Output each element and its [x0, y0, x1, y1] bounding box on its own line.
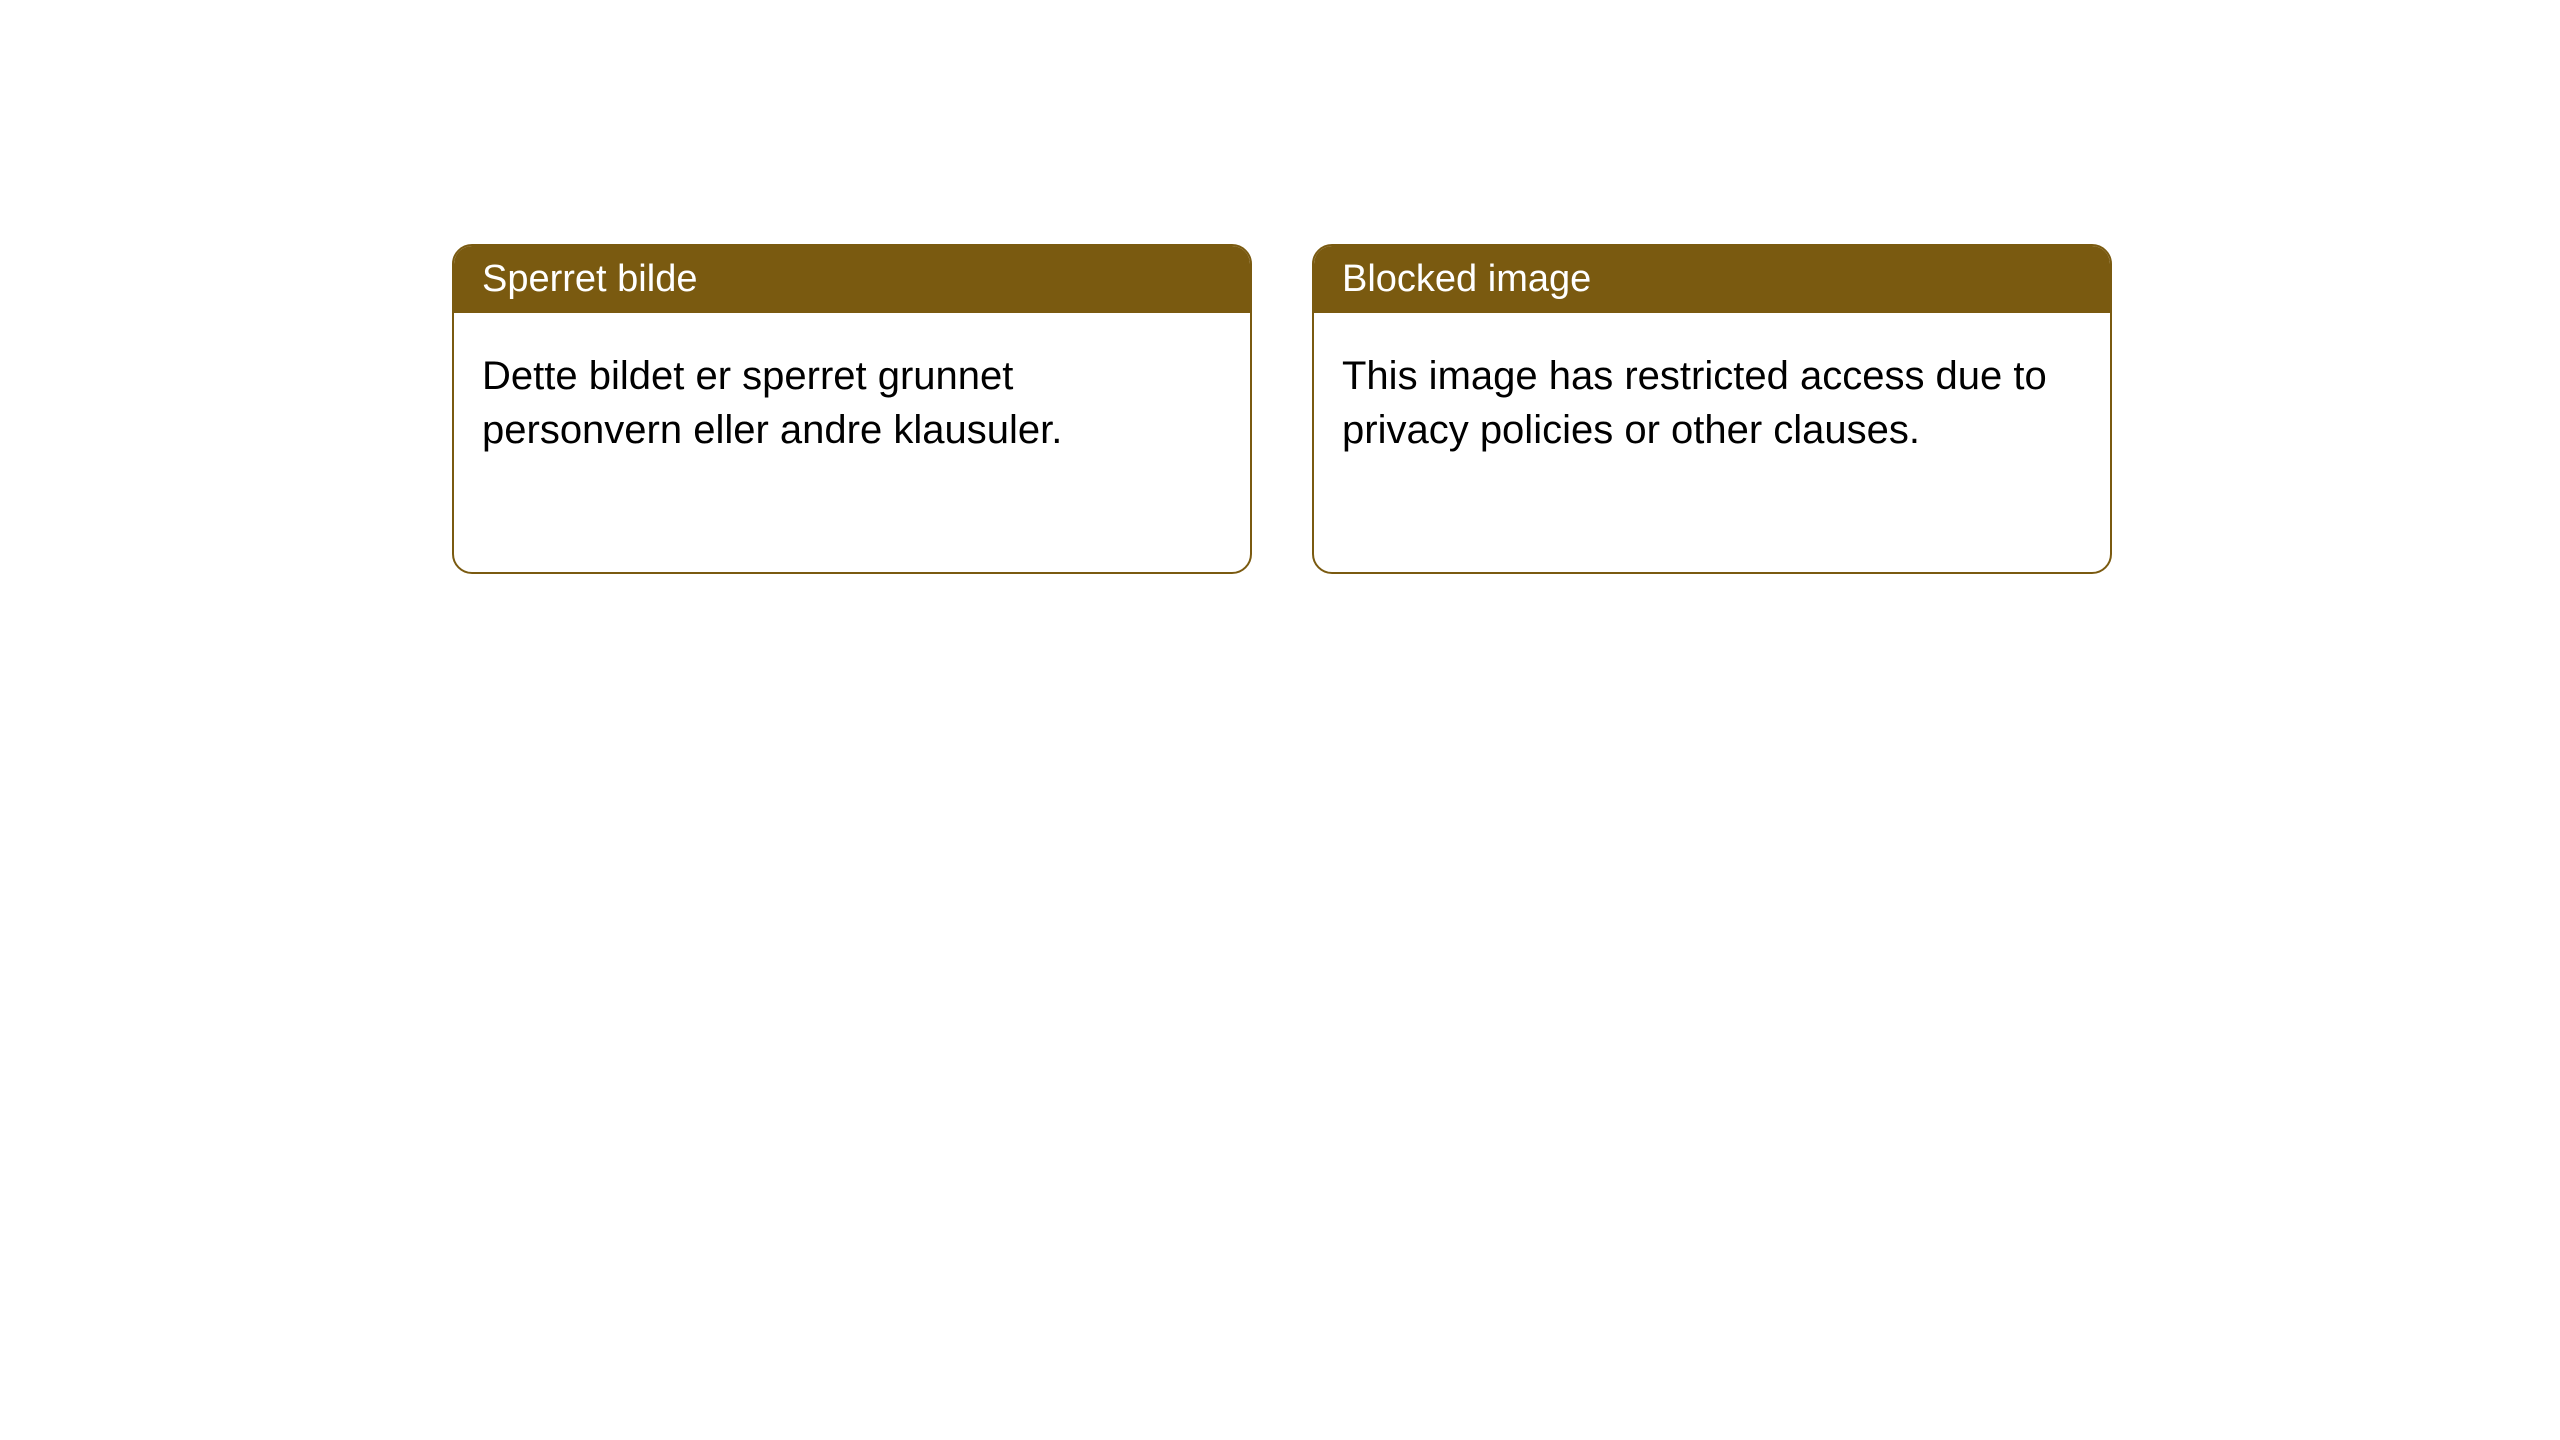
notice-cards-container: Sperret bilde Dette bildet er sperret gr… [452, 244, 2112, 574]
notice-card-header: Blocked image [1314, 246, 2110, 313]
notice-card-text: Dette bildet er sperret grunnet personve… [482, 354, 1062, 452]
notice-card-title: Sperret bilde [482, 258, 697, 300]
notice-card-body: This image has restricted access due to … [1314, 313, 2110, 493]
notice-card-body: Dette bildet er sperret grunnet personve… [454, 313, 1250, 493]
notice-card-title: Blocked image [1342, 258, 1591, 300]
notice-card-text: This image has restricted access due to … [1342, 354, 2047, 452]
notice-card-header: Sperret bilde [454, 246, 1250, 313]
notice-card-english: Blocked image This image has restricted … [1312, 244, 2112, 574]
notice-card-norwegian: Sperret bilde Dette bildet er sperret gr… [452, 244, 1252, 574]
